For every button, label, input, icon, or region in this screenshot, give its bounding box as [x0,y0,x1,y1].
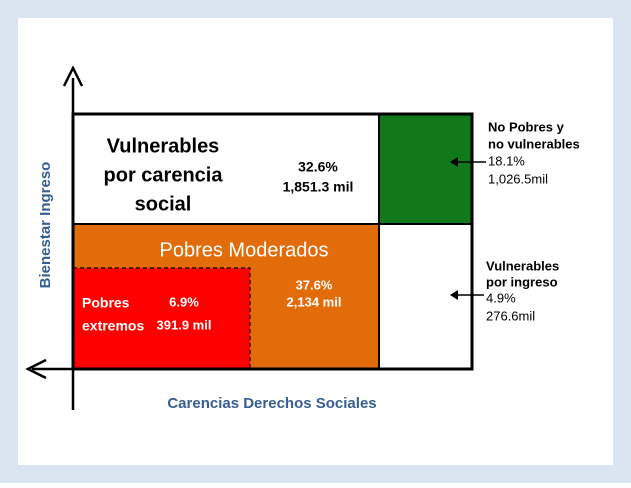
callout-label: no vulnerables [488,136,580,151]
cell-amount: 2,134 mil [287,294,342,309]
y-arrow [62,65,84,87]
arrow-head [450,157,458,167]
cell-amount: 1,851.3 mil [283,179,354,195]
cell-label: Vulnerables [107,135,220,157]
callout-label: No Pobres y [488,119,565,134]
cell-label: Pobres [82,295,130,311]
y-axis-label: Bienestar Ingreso [37,162,54,289]
cell-label: Pobres Moderados [160,239,329,261]
red-cell [72,267,251,370]
cell-label: extremos [82,318,144,334]
green-cell [379,114,472,224]
x-axis-label: Carencias Derechos Sociales [167,395,376,412]
x-arrow [25,358,47,380]
callout-label: por ingreso [486,274,558,289]
cell-amount: 391.9 mil [157,317,212,332]
callout-amount: 1,026.5mil [488,171,548,186]
callout-amount: 276.6mil [486,308,535,323]
cell-percent: 37.6% [296,277,333,292]
cell-percent: 6.9% [169,294,199,309]
callout-percent: 4.9% [486,290,516,305]
callout-percent: 18.1% [488,153,525,168]
cell-percent: 32.6% [298,159,338,175]
arrow-head [450,290,458,300]
cell-label: social [135,193,192,215]
cell-label: por carencia [104,164,224,186]
callout-label: Vulnerables [486,258,559,273]
